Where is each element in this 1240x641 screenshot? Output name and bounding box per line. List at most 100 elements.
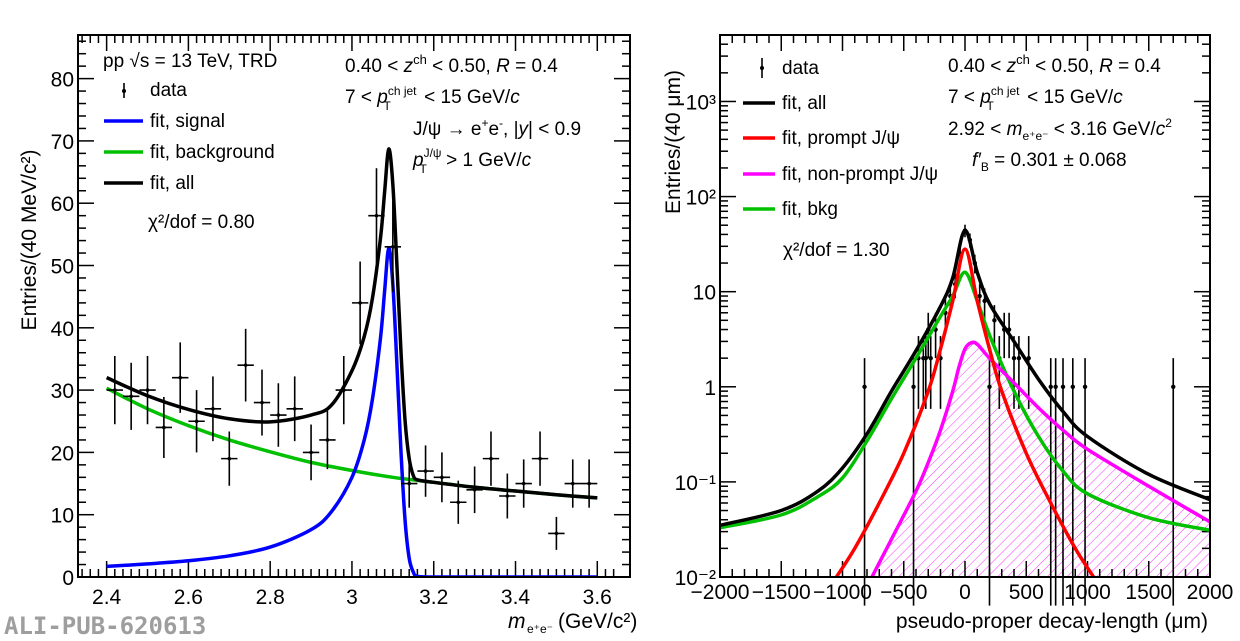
- data-point: [139, 355, 156, 425]
- data-point: [204, 376, 222, 442]
- legend-label: data: [782, 58, 819, 79]
- data-marker: [440, 475, 444, 480]
- data-point: [351, 261, 369, 345]
- left-y-tick-label: 60: [51, 193, 74, 216]
- data-marker: [325, 438, 330, 442]
- data-point: [335, 355, 352, 425]
- right-annotation-fb: f′B = 0.301 ± 0.068: [972, 150, 1127, 174]
- right-x-tick-label: −500: [880, 581, 927, 604]
- right-y-tick-label: 10: [693, 282, 716, 305]
- data-point: [286, 376, 303, 442]
- left-data-points: [106, 168, 598, 550]
- data-point: [221, 431, 238, 486]
- data-point: [466, 466, 483, 514]
- data-marker: [1053, 384, 1058, 389]
- data-point: [1053, 358, 1058, 606]
- data-point: [1171, 358, 1176, 606]
- data-marker: [472, 487, 477, 492]
- data-marker: [489, 456, 493, 461]
- data-marker: [1070, 384, 1076, 389]
- watermark-label: ALI-PUB-620613: [4, 612, 206, 640]
- data-marker: [992, 318, 997, 323]
- data-marker: [554, 531, 559, 536]
- data-point: [417, 445, 434, 497]
- left-x-axis-title-unit: (GeV/c²): [558, 610, 637, 633]
- left-legend: data fit, signal fit, background fit, all: [104, 80, 275, 194]
- data-point: [433, 452, 451, 503]
- left-x-axis-title-sub: e⁺e⁻: [527, 622, 553, 636]
- right-plot-frame: [719, 34, 1211, 578]
- data-point: [580, 459, 598, 508]
- legend-item: fit, bkg: [743, 199, 838, 220]
- data-point: [515, 459, 532, 508]
- legend-label: fit, non-prompt J/ψ: [782, 164, 938, 185]
- left-y-tick-label: 80: [51, 69, 74, 92]
- left-y-tick-label: 30: [51, 380, 74, 403]
- fit-curve-fit-all: [720, 228, 1210, 527]
- left-y-tick-label: 40: [51, 318, 74, 341]
- data-marker: [260, 400, 264, 405]
- data-point: [319, 410, 336, 470]
- data-point: [270, 383, 287, 447]
- left-x-tick-label: 3: [346, 586, 358, 609]
- data-point: [548, 516, 565, 550]
- legend-label: fit, bkg: [782, 199, 838, 220]
- data-point: [302, 424, 320, 481]
- data-point: [188, 390, 205, 453]
- data-marker: [407, 481, 412, 486]
- data-marker: [341, 388, 346, 392]
- data-point: [928, 336, 933, 409]
- right-annotation-z: 0.40 < zch < 0.50, R = 0.4: [948, 52, 1161, 77]
- left-annotation-decay: J/ψ → e+e-, |y| < 0.9: [413, 116, 581, 140]
- data-marker: [1048, 384, 1053, 389]
- left-annotation-ptjpsi: pJ/ψ T > 1 GeV/c: [412, 146, 532, 176]
- data-marker: [211, 406, 215, 411]
- left-header-energy: pp √s = 13 TeV, TRD: [103, 51, 277, 72]
- data-point: [1048, 358, 1053, 606]
- data-marker: [538, 456, 542, 461]
- legend-item: fit, non-prompt J/ψ: [743, 164, 938, 185]
- data-marker: [227, 456, 232, 461]
- left-tick-labels: 0 10 20 30 40 50 60 70 80 2.4 2.6 2.8 3 3.2 3.4 3.6: [51, 69, 612, 609]
- legend-marker-dot: [760, 66, 764, 70]
- legend-marker-dot: [122, 89, 126, 93]
- left-y-tick-label: 70: [51, 131, 74, 154]
- right-x-tick-label: 2000: [1187, 581, 1234, 604]
- data-marker: [1171, 384, 1176, 389]
- data-point: [911, 358, 916, 606]
- data-marker: [423, 469, 428, 473]
- data-point: [531, 431, 549, 486]
- data-marker: [587, 481, 591, 486]
- legend-item: fit, all: [104, 173, 194, 194]
- fit-curve-fit-non-prompt-j-: [870, 340, 1210, 577]
- legend-label: fit, background: [150, 142, 275, 163]
- legend-item: fit, prompt J/ψ: [743, 128, 900, 149]
- left-x-axis-title: m e⁺e⁻ (GeV/c²): [508, 610, 637, 636]
- data-marker: [243, 363, 248, 367]
- right-x-axis-title: pseudo-proper decay-length (μm): [896, 610, 1208, 633]
- data-point: [987, 358, 992, 606]
- data-point: [499, 473, 516, 519]
- left-y-axis-title: Entries/(40 MeV/c²): [18, 150, 41, 331]
- legend-item: fit, background: [104, 142, 275, 163]
- data-marker: [987, 384, 992, 389]
- right-y-tick-label: 10⁻²: [675, 567, 716, 590]
- data-marker: [923, 355, 928, 361]
- data-marker: [1082, 384, 1088, 389]
- data-marker: [358, 301, 362, 305]
- right-y-axis-title: Entries/(40 μm): [662, 70, 685, 214]
- data-marker: [292, 406, 297, 411]
- data-marker: [862, 384, 867, 389]
- data-marker: [456, 500, 461, 505]
- right-y-tick-label: 10³: [686, 91, 716, 114]
- right-annotation-ptjet: 7 < pch jet T < 15 GeV/c: [948, 84, 1123, 113]
- fit-curve-fit-bkg: [720, 270, 1210, 532]
- left-x-axis-title-m: m: [508, 610, 526, 633]
- data-point: [482, 431, 500, 486]
- data-point: [1060, 358, 1066, 606]
- data-marker: [178, 375, 183, 380]
- right-x-tick-label: 0: [959, 581, 971, 604]
- left-y-tick-label: 50: [51, 256, 74, 279]
- data-marker: [194, 419, 199, 424]
